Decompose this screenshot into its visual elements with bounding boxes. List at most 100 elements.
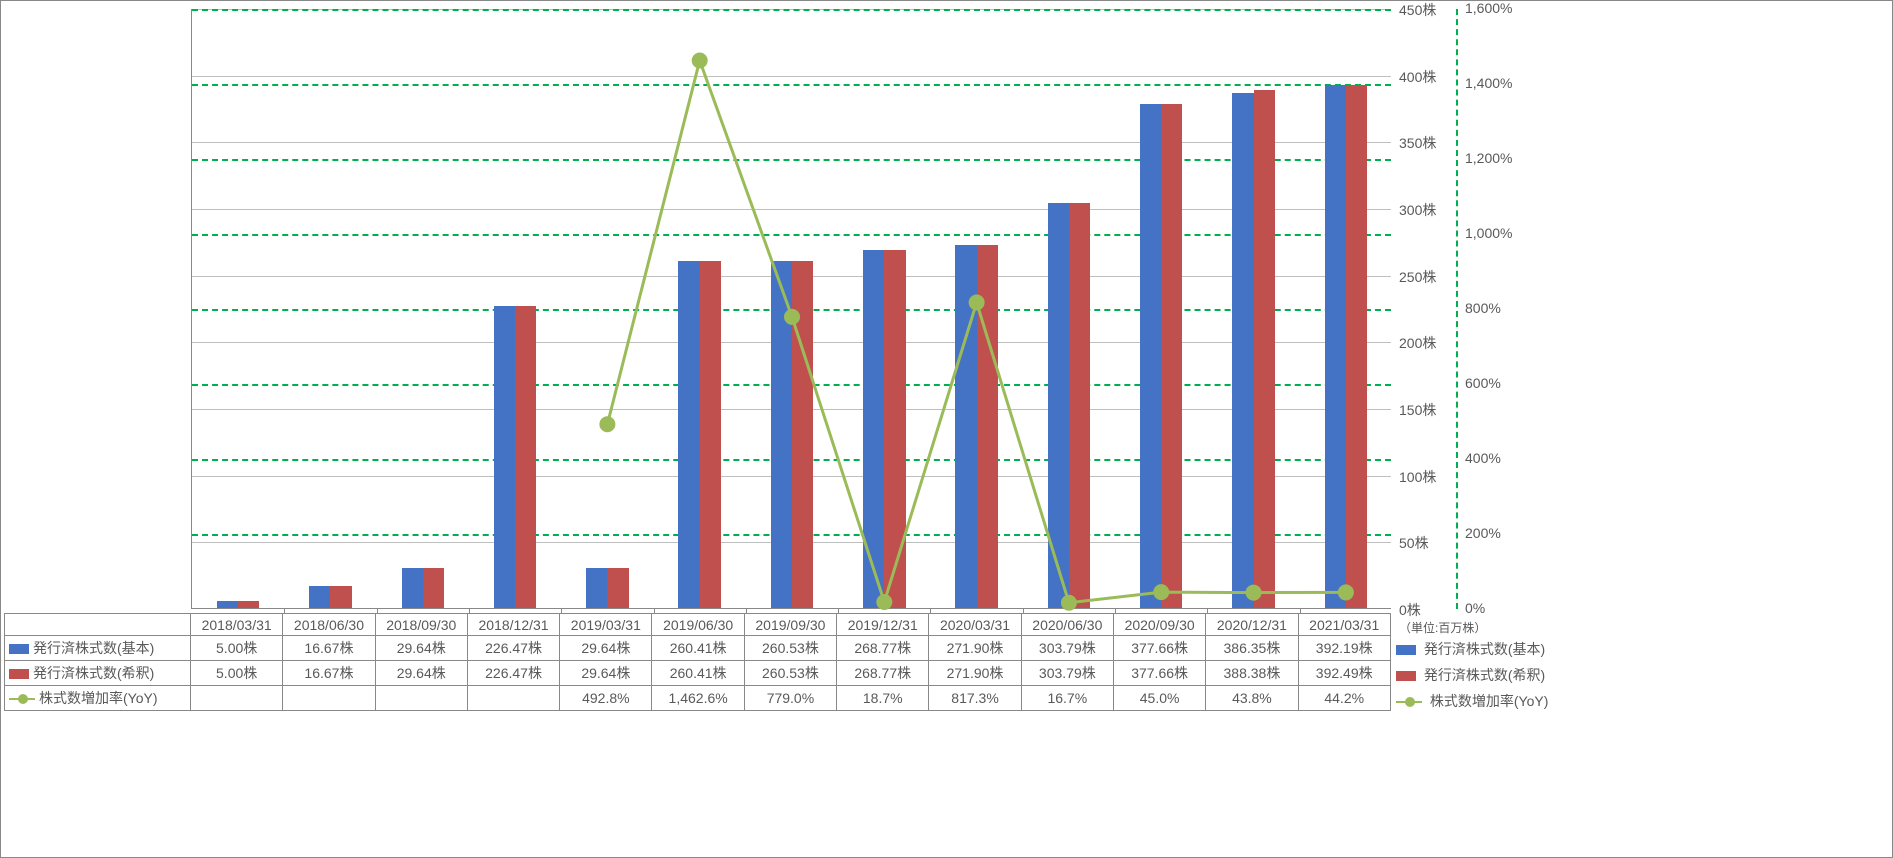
row-label-yoy: 株式数増加率(YoY) <box>5 686 191 711</box>
y1-tick-100: 100株 <box>1399 467 1436 487</box>
row-label-text-basic: 発行済株式数(基本) <box>33 640 154 656</box>
row-swatch-basic <box>9 644 29 654</box>
cell-basic-7: 268.77株 <box>837 636 929 661</box>
cell-diluted-7: 268.77株 <box>837 661 929 686</box>
cell-yoy-12: 44.2% <box>1298 686 1390 711</box>
cell-yoy-0 <box>191 686 283 711</box>
table-row-yoy: 株式数増加率(YoY) 492.8%1,462.6%779.0%18.7%817.… <box>5 686 1391 711</box>
y2-tick-1200: 1,200% <box>1465 150 1512 166</box>
cell-diluted-4: 29.64株 <box>560 661 652 686</box>
plot-area <box>191 9 1391 609</box>
cell-basic-6: 260.53株 <box>744 636 836 661</box>
cell-yoy-2 <box>375 686 467 711</box>
cell-yoy-4: 492.8% <box>560 686 652 711</box>
cell-basic-4: 29.64株 <box>560 636 652 661</box>
legend-label-diluted: 発行済株式数(希釈) <box>1424 667 1545 683</box>
legend-item-yoy: 株式数増加率(YoY) <box>1396 691 1548 711</box>
cell-basic-1: 16.67株 <box>283 636 375 661</box>
cell-yoy-11: 43.8% <box>1206 686 1298 711</box>
table-header-8: 2020/03/31 <box>929 614 1021 636</box>
cell-diluted-11: 388.38株 <box>1206 661 1298 686</box>
y2-tick-0: 0% <box>1465 600 1485 616</box>
y1-tick-50: 50株 <box>1399 533 1429 553</box>
row-label-text-diluted: 発行済株式数(希釈) <box>33 665 154 681</box>
cell-yoy-6: 779.0% <box>744 686 836 711</box>
cell-diluted-3: 226.47株 <box>467 661 559 686</box>
table-row-diluted: 発行済株式数(希釈)5.00株16.67株29.64株226.47株29.64株… <box>5 661 1391 686</box>
y2-tick-1000: 1,000% <box>1465 225 1512 241</box>
y1-tick-0: 0株 <box>1399 600 1421 620</box>
yoy-marker-4 <box>599 416 615 432</box>
cell-basic-10: 377.66株 <box>1113 636 1205 661</box>
table-header-3: 2018/12/31 <box>467 614 559 636</box>
table-corner <box>5 614 191 636</box>
yoy-marker-12 <box>1338 584 1354 600</box>
cell-diluted-9: 303.79株 <box>1021 661 1113 686</box>
cell-basic-5: 260.41株 <box>652 636 744 661</box>
y2-tick-400: 400% <box>1465 450 1501 466</box>
table-header-10: 2020/09/30 <box>1113 614 1205 636</box>
y2-tick-600: 600% <box>1465 375 1501 391</box>
cell-yoy-1 <box>283 686 375 711</box>
cell-diluted-1: 16.67株 <box>283 661 375 686</box>
yoy-marker-9 <box>1061 595 1077 611</box>
cell-yoy-8: 817.3% <box>929 686 1021 711</box>
yoy-marker-8 <box>969 295 985 311</box>
cell-basic-9: 303.79株 <box>1021 636 1113 661</box>
cell-diluted-2: 29.64株 <box>375 661 467 686</box>
y2-tick-800: 800% <box>1465 300 1501 316</box>
table-header-2: 2018/09/30 <box>375 614 467 636</box>
cell-diluted-0: 5.00株 <box>191 661 283 686</box>
cell-basic-8: 271.90株 <box>929 636 1021 661</box>
cell-diluted-12: 392.49株 <box>1298 661 1390 686</box>
row-label-basic: 発行済株式数(基本) <box>5 636 191 661</box>
y1-tick-350: 350株 <box>1399 133 1436 153</box>
y2-tick-1600: 1,600% <box>1465 0 1512 16</box>
legend-label-yoy: 株式数増加率(YoY) <box>1430 693 1549 709</box>
table-row-basic: 発行済株式数(基本)5.00株16.67株29.64株226.47株29.64株… <box>5 636 1391 661</box>
cell-basic-0: 5.00株 <box>191 636 283 661</box>
row-swatch-yoy <box>9 698 35 700</box>
chart-container: 0株50株100株150株200株250株300株350株400株450株 0%… <box>0 0 1893 858</box>
cell-yoy-5: 1,462.6% <box>652 686 744 711</box>
legend-label-basic: 発行済株式数(基本) <box>1424 641 1545 657</box>
table-header-6: 2019/09/30 <box>744 614 836 636</box>
yoy-marker-5 <box>692 53 708 69</box>
yoy-marker-10 <box>1153 584 1169 600</box>
cell-diluted-10: 377.66株 <box>1113 661 1205 686</box>
y1-tick-400: 400株 <box>1399 67 1436 87</box>
table-header-row: 2018/03/312018/06/302018/09/302018/12/31… <box>5 614 1391 636</box>
y2-tick-1400: 1,400% <box>1465 75 1512 91</box>
cell-yoy-7: 18.7% <box>837 686 929 711</box>
unit-note: （単位:百万株） <box>1399 619 1486 636</box>
legend-item-diluted: 発行済株式数(希釈) <box>1396 665 1548 685</box>
y1-tick-250: 250株 <box>1399 267 1436 287</box>
yoy-marker-11 <box>1246 585 1262 601</box>
table-header-4: 2019/03/31 <box>560 614 652 636</box>
cell-diluted-8: 271.90株 <box>929 661 1021 686</box>
y1-tick-300: 300株 <box>1399 200 1436 220</box>
row-label-diluted: 発行済株式数(希釈) <box>5 661 191 686</box>
yoy-line <box>607 61 1345 603</box>
cell-basic-11: 386.35株 <box>1206 636 1298 661</box>
cell-basic-2: 29.64株 <box>375 636 467 661</box>
table-header-5: 2019/06/30 <box>652 614 744 636</box>
y1-tick-150: 150株 <box>1399 400 1436 420</box>
legend: 発行済株式数(基本) 発行済株式数(希釈) 株式数増加率(YoY) <box>1396 639 1548 717</box>
table-header-9: 2020/06/30 <box>1021 614 1113 636</box>
row-swatch-diluted <box>9 669 29 679</box>
table-header-0: 2018/03/31 <box>191 614 283 636</box>
table-header-1: 2018/06/30 <box>283 614 375 636</box>
cell-diluted-5: 260.41株 <box>652 661 744 686</box>
yoy-marker-7 <box>876 594 892 610</box>
line-overlay <box>192 3 1392 615</box>
y2-axis-line <box>1456 9 1458 609</box>
row-label-text-yoy: 株式数増加率(YoY) <box>39 690 158 706</box>
cell-basic-3: 226.47株 <box>467 636 559 661</box>
cell-basic-12: 392.19株 <box>1298 636 1390 661</box>
y2-tick-200: 200% <box>1465 525 1501 541</box>
cell-yoy-10: 45.0% <box>1113 686 1205 711</box>
y2-axis-labels: 0%200%400%600%800%1,000%1,200%1,400%1,60… <box>1461 9 1531 609</box>
legend-swatch-basic <box>1396 645 1416 655</box>
y1-axis-labels: 0株50株100株150株200株250株300株350株400株450株 <box>1399 9 1454 609</box>
